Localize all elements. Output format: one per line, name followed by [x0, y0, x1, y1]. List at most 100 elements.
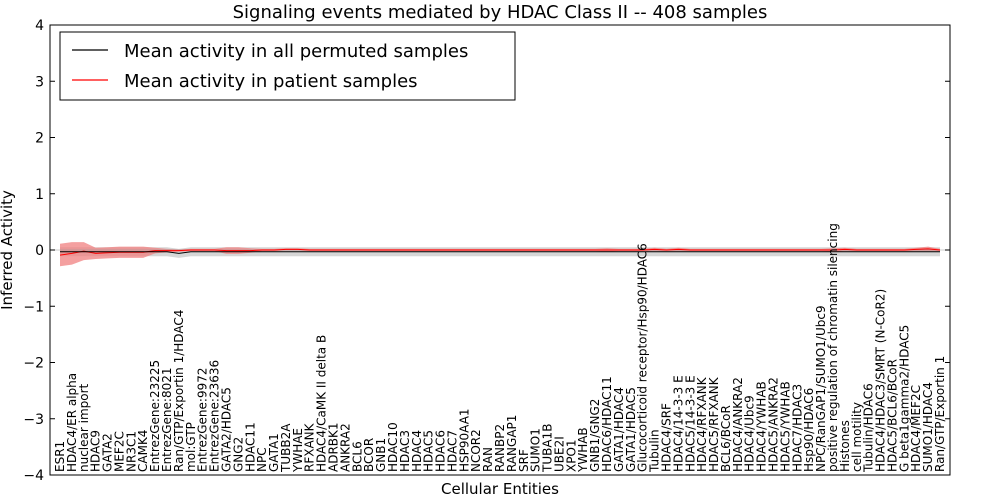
x-category-label: ADRBK1 [327, 422, 341, 472]
x-category-label: HDAC5 [422, 430, 436, 472]
x-category-label: Histones [838, 420, 852, 472]
x-category-label: NCOR2 [469, 429, 483, 472]
x-category-label: HDAC4 [410, 430, 424, 472]
x-category-label: HDAC5/YWHAB [778, 381, 792, 472]
x-category-label: Ran/GTP/Exportin 1/HDAC4 [172, 310, 186, 472]
x-category-label: HDAC6/HDAC11 [600, 376, 614, 472]
x-category-label: TUBB2A [279, 423, 293, 473]
bands [60, 242, 940, 267]
x-category-label: CAMK4 [136, 430, 150, 472]
x-category-label: Ran/GTP/Exportin 1 [933, 356, 947, 472]
x-category-label: SUMO1/HDAC4 [921, 382, 935, 472]
plot-frame [49, 24, 951, 476]
x-category-label: GATA1/HDAC4 [612, 387, 626, 472]
x-category-label: EntrezGene:23225 [148, 360, 162, 472]
x-category-label: Tubulin/HDAC6 [862, 383, 876, 473]
x-category-label: YWHAB [576, 427, 590, 473]
x-category-label: SUMO1 [529, 428, 543, 472]
x-category-label: cell motility [850, 402, 864, 472]
x-category-label: HDAC3 [398, 430, 412, 472]
x-category-label: RANBP2 [493, 424, 507, 472]
x-category-label: UBE2I [553, 436, 567, 472]
x-category-label: GATA1/HDAC5 [624, 387, 638, 472]
x-category-label: GNB1 [374, 438, 388, 472]
x-category-label: EntrezGene:9972 [196, 368, 210, 473]
y-tick-label: 4 [35, 18, 44, 34]
x-category-label: HDAC4/ER alpha [65, 373, 79, 472]
y-axis-label: Inferred Activity [0, 190, 16, 310]
line-patient [59, 248, 941, 256]
x-category-label: BCL6 [350, 441, 364, 472]
x-category-label: ANKRA2 [338, 423, 352, 472]
x-category-label: Glucocorticoid receptor/Hsp90/HDAC6 [636, 243, 650, 472]
y-tick-label: 0 [35, 243, 44, 259]
x-category-label: HDAC4/MEF2C [909, 385, 923, 472]
x-category-label: HDAC7/HDAC3 [790, 384, 804, 472]
x-category-label: HDAC4/YWHAB [755, 381, 769, 472]
legend-box [59, 31, 516, 101]
x-category-label: GNB1/GNG2 [588, 399, 602, 472]
x-category-label: HDAC4/RFXANK [695, 376, 709, 472]
x-category-label: HDAC9 [89, 430, 103, 472]
line-permuted [60, 251, 940, 254]
y-tick-label: −4 [23, 468, 44, 484]
x-category-label: NR3C1 [124, 431, 138, 472]
x-category-label: EntrezGene:23636 [208, 360, 222, 472]
y-tick-label: 3 [35, 74, 44, 90]
x-category-label: GATA2/HDAC5 [220, 387, 234, 472]
x-category-label: HDAC7 [445, 430, 459, 472]
x-category-label: GATA2 [101, 433, 115, 472]
x-category-label: HDAC6 [434, 430, 448, 472]
x-category-label: RFXANK [303, 422, 317, 472]
x-category-label: BCL6/BCoR [719, 405, 733, 472]
x-category-label: HDAC4/14-3-3 E [671, 375, 685, 472]
x-category-label: GATA1 [267, 433, 281, 472]
legend: Mean activity in all permuted samples Me… [59, 31, 516, 101]
x-category-label: HDAC5/RFXANK [707, 376, 721, 472]
x-category-label: YWHAE [291, 428, 305, 473]
x-category-label: G beta1gamma2/HDAC5 [897, 325, 911, 472]
x-category-label: mol:GTP [184, 422, 198, 472]
x-category-label: NPC [255, 447, 269, 472]
y-tick-label: −3 [23, 412, 44, 428]
x-category-label: HDAC5/BCL6/BCoR [885, 359, 899, 472]
x-category-label: HDAC4/CaMK II delta B [315, 335, 329, 472]
x-category-label: XPO1 [564, 439, 578, 472]
y-tick-label: −1 [23, 299, 44, 315]
x-category-label: MEF2C [113, 431, 127, 472]
legend-label-patient: Mean activity in patient samples [124, 71, 418, 92]
x-category-label: HDAC4/HDAC3/SMRT (N-CoR2) [874, 289, 888, 472]
x-category-label: EntrezGene:8021 [160, 368, 174, 473]
x-category-label: GNG2 [231, 437, 245, 472]
x-category-label: HDAC11 [243, 422, 257, 472]
x-category-label: ESR1 [53, 441, 67, 472]
x-category-label: HSP90AA1 [457, 408, 471, 472]
y-tick-label: 2 [35, 131, 44, 147]
x-category-label: RAN [481, 447, 495, 472]
x-category-label: Tubulin [648, 429, 662, 473]
y-axis-ticks: −4 −3 −2 −1 0 1 2 3 4 [23, 18, 950, 484]
band-permuted [60, 247, 940, 258]
x-category-label: HDAC5/ANKRA2 [767, 377, 781, 472]
x-category-label: NPC/RanGAP1/SUMO1/Ubc9 [814, 305, 828, 472]
x-category-label: nuclear import [77, 383, 91, 472]
x-category-label: SRF [517, 449, 531, 472]
x-category-label: BCOR [362, 438, 376, 472]
x-category-label: positive regulation of chromatin silenci… [826, 223, 840, 472]
x-axis-label: Cellular Entities [441, 480, 559, 498]
chart-title: Signaling events mediated by HDAC Class … [233, 2, 768, 23]
series-lines [59, 248, 941, 256]
x-category-label: HDAC4/ANKRA2 [731, 377, 745, 472]
x-category-label: HDAC4/SRF [660, 403, 674, 472]
y-tick-label: 1 [35, 187, 44, 203]
y-tick-label: −2 [23, 356, 44, 372]
x-category-label: RANGAP1 [505, 415, 519, 472]
x-category-label: TUBA1B [541, 424, 555, 473]
x-category-label: HDAC4/Ubc9 [743, 395, 757, 472]
legend-label-permuted: Mean activity in all permuted samples [124, 41, 468, 62]
x-category-label: HDAC5/14-3-3 E [683, 375, 697, 472]
x-category-label: Hsp90/HDAC6 [802, 388, 816, 472]
x-category-label: HDAC10 [386, 422, 400, 472]
